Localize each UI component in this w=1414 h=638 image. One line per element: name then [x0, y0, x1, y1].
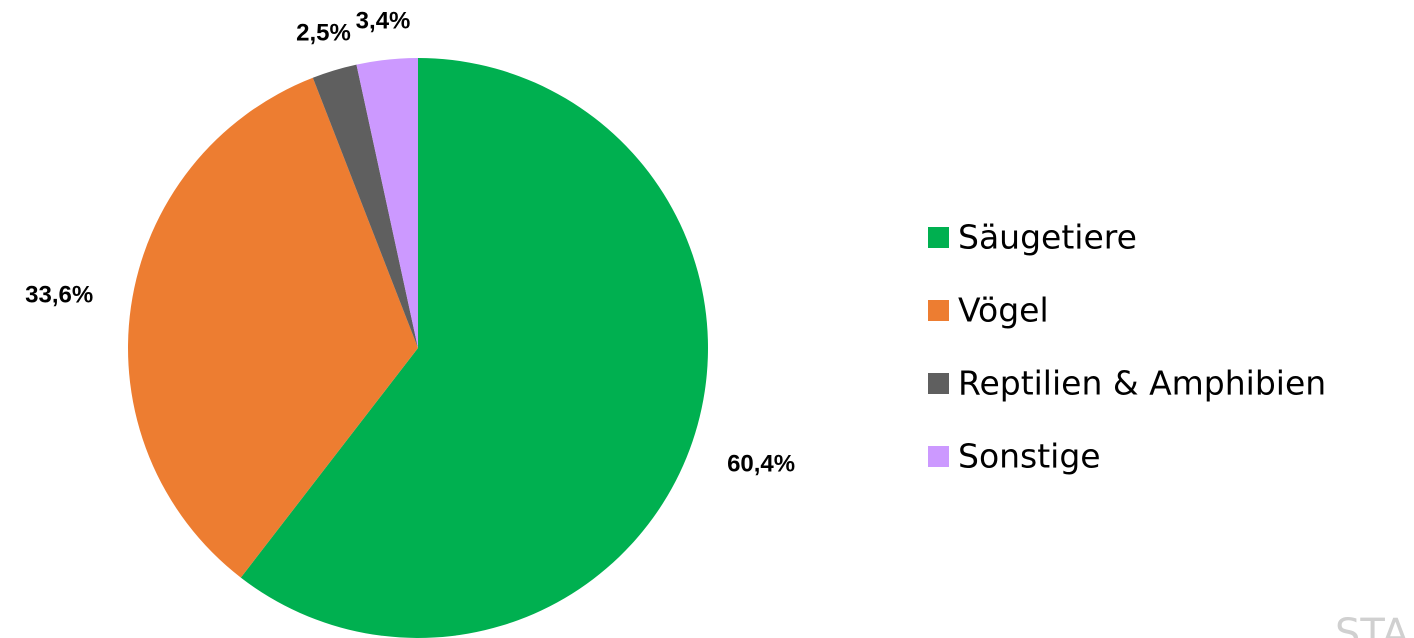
- legend-label: Säugetiere: [958, 218, 1137, 257]
- data-label: 60,4%: [727, 450, 795, 477]
- legend-swatch: [928, 227, 949, 248]
- data-label: 2,5%: [296, 20, 351, 47]
- legend-swatch: [928, 446, 949, 467]
- data-label: 33,6%: [25, 282, 93, 309]
- pie-slice: [240, 58, 708, 638]
- legend-swatch: [928, 300, 949, 321]
- watermark: STA: [1335, 611, 1410, 638]
- pie-slice: [312, 64, 418, 348]
- legend-label: Sonstige: [958, 437, 1101, 476]
- legend-swatch: [928, 373, 949, 394]
- legend-label: Reptilien & Amphibien: [958, 364, 1326, 403]
- pie-slice: [356, 58, 418, 348]
- legend-label: Vögel: [958, 291, 1049, 330]
- pie-slice: [128, 77, 419, 578]
- data-label: 3,4%: [356, 8, 411, 35]
